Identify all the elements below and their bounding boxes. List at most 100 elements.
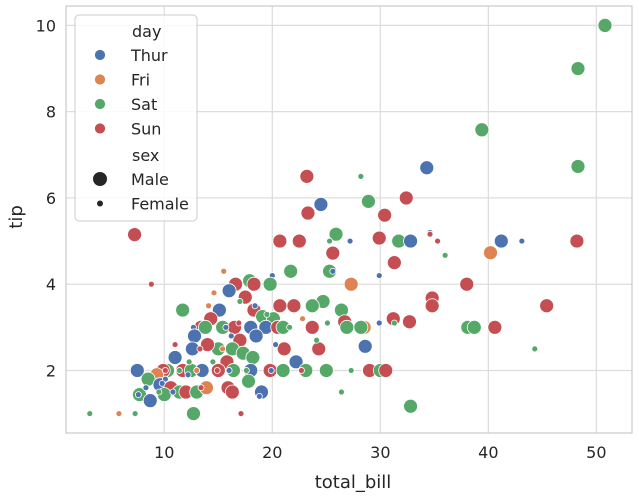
- data-point-sun: [426, 230, 434, 238]
- data-point-thur: [272, 341, 279, 348]
- data-point-sun: [286, 298, 302, 314]
- data-point-sun: [311, 341, 327, 357]
- data-point-sun: [459, 276, 475, 292]
- data-point-sat: [474, 122, 490, 138]
- data-point-sun: [197, 384, 205, 392]
- data-point-sat: [131, 410, 139, 417]
- data-point-sat: [597, 18, 613, 33]
- data-point-sat: [347, 367, 355, 374]
- data-point-thur: [403, 233, 418, 249]
- y-tick-label: 6: [46, 189, 56, 208]
- data-point-sat: [338, 388, 345, 396]
- data-point-sun: [291, 233, 307, 249]
- y-tick-label: 4: [46, 275, 56, 294]
- y-axis-label: tip: [6, 205, 27, 228]
- data-point-sat: [570, 61, 586, 76]
- data-point-sat: [245, 350, 261, 365]
- data-point-sun: [569, 233, 585, 249]
- data-point-sat: [441, 251, 449, 259]
- legend-marker-male: [93, 172, 107, 186]
- legend: day Thur Fri Sat Sun sex Male Female: [74, 14, 198, 222]
- data-point-fri: [193, 367, 201, 374]
- data-point-sun: [298, 367, 305, 374]
- data-point-fri: [343, 276, 359, 292]
- data-point-sun: [237, 410, 245, 417]
- data-point-sun: [272, 298, 288, 314]
- data-point-sun: [300, 205, 316, 221]
- data-point-thur: [142, 393, 158, 409]
- y-tick-labels: 2 4 6 8 10: [36, 16, 56, 380]
- data-point-thur: [493, 233, 509, 249]
- data-point-sat: [304, 298, 320, 314]
- data-point-sat: [318, 363, 334, 378]
- data-point-thur: [329, 267, 337, 275]
- legend-label-thur: Thur: [130, 46, 168, 65]
- data-point-sat: [466, 319, 482, 335]
- legend-marker-fri: [94, 73, 106, 86]
- data-point-sat: [531, 345, 539, 353]
- data-point-thur: [222, 323, 230, 331]
- data-point-thur: [167, 350, 183, 365]
- data-point-fri: [115, 410, 123, 417]
- data-point-fri: [219, 345, 227, 353]
- data-point-sat: [236, 298, 244, 305]
- data-point-fri: [299, 315, 306, 323]
- data-point-sat: [185, 358, 193, 366]
- data-point-sat: [390, 319, 398, 327]
- y-tick-label: 2: [46, 361, 56, 380]
- data-point-sun: [371, 230, 387, 246]
- data-point-thur: [225, 367, 233, 374]
- data-point-sat: [328, 226, 344, 242]
- data-point-sun: [272, 233, 288, 249]
- legend-title-sex: sex: [132, 146, 159, 165]
- legend-marker-female: [97, 200, 103, 207]
- data-point-sun: [325, 245, 341, 261]
- data-point-sat: [353, 319, 369, 335]
- data-point-sat: [209, 358, 217, 366]
- legend-label-fri: Fri: [131, 71, 150, 90]
- data-point-sat: [155, 388, 163, 396]
- data-point-fri: [205, 302, 212, 310]
- data-points: [86, 18, 613, 421]
- data-point-thur: [221, 283, 237, 299]
- data-point-thur: [357, 338, 373, 354]
- data-point-sun: [377, 207, 393, 223]
- data-point-fri: [210, 289, 218, 297]
- plot-frame: [65, 5, 633, 434]
- data-point-sat: [242, 367, 250, 374]
- data-point-thur: [267, 367, 275, 374]
- data-point-thur: [375, 319, 383, 327]
- data-point-sun: [487, 319, 503, 335]
- data-point-sun: [539, 298, 555, 314]
- data-point-sun: [299, 168, 315, 184]
- data-point-fri: [483, 245, 498, 261]
- data-point-sat: [326, 237, 333, 245]
- data-point-sat: [176, 367, 183, 374]
- data-point-sun: [398, 190, 414, 206]
- data-point-thur: [251, 302, 259, 310]
- data-point-sun: [424, 298, 440, 314]
- data-point-sun: [246, 276, 262, 292]
- x-axis-label: total_bill: [315, 472, 392, 493]
- data-point-sat: [86, 410, 94, 417]
- data-point-thur: [248, 328, 264, 344]
- data-point-sun: [147, 280, 155, 288]
- data-point-sun: [200, 337, 215, 352]
- data-point-sat: [313, 336, 320, 344]
- legend-label-sun: Sun: [131, 120, 161, 139]
- data-point-thur: [129, 363, 145, 378]
- legend-label-female: Female: [131, 195, 189, 214]
- data-point-sun: [235, 319, 243, 327]
- data-point-sun: [402, 314, 417, 330]
- data-point-sun: [386, 255, 402, 271]
- data-point-thur: [288, 354, 304, 370]
- data-point-sat: [323, 319, 331, 327]
- data-point-sat: [286, 323, 293, 331]
- data-point-sat: [197, 319, 213, 335]
- data-point-sat: [186, 406, 201, 421]
- data-point-thur: [184, 371, 192, 379]
- legend-marker-sat: [94, 98, 106, 110]
- legend-box: [74, 14, 198, 222]
- data-point-thur: [255, 392, 263, 400]
